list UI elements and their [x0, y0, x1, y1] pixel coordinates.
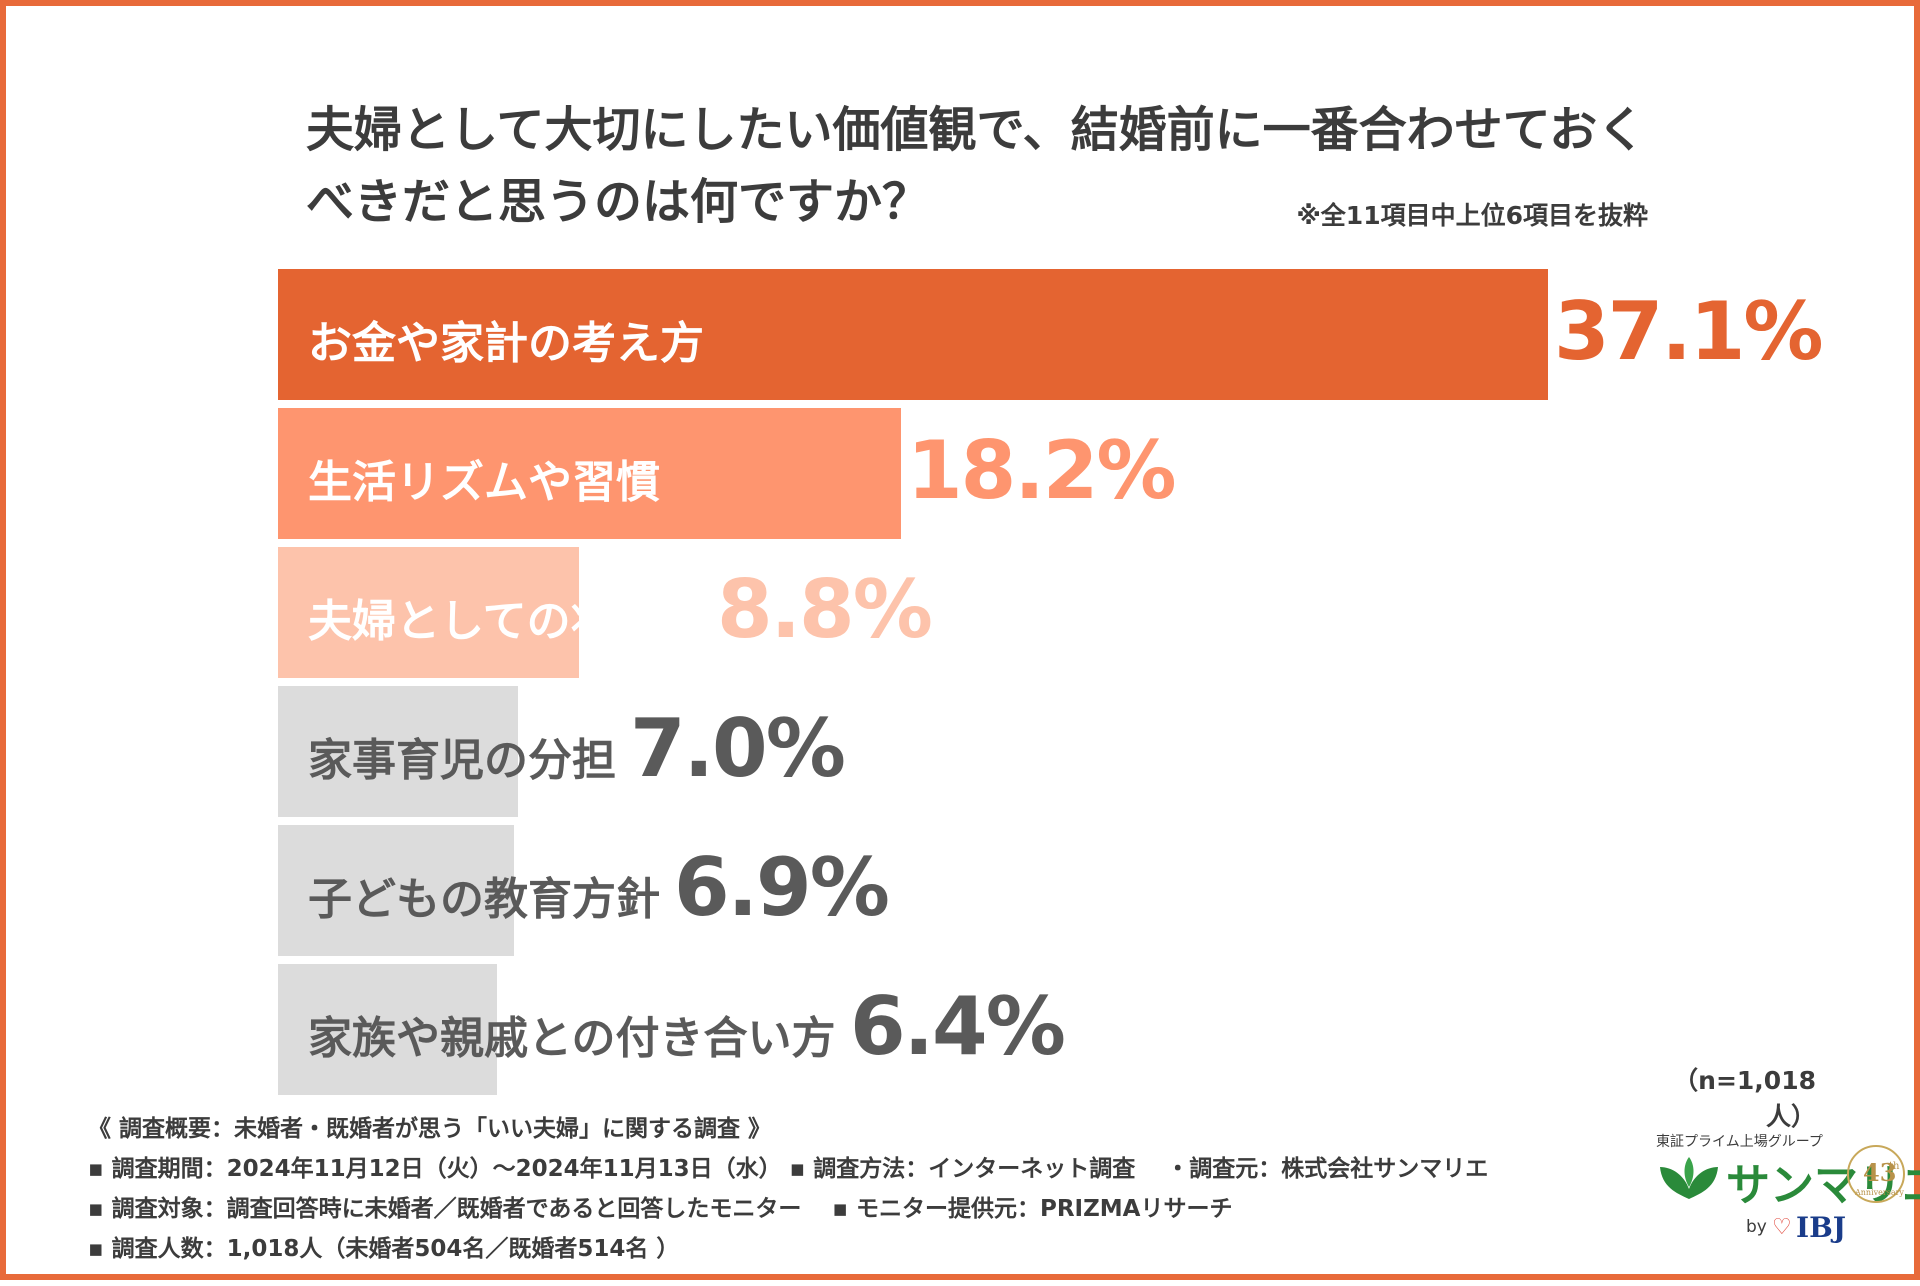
bar-value-1: 37.1%: [1554, 285, 1824, 378]
bar-value-3: 8.8%: [717, 563, 933, 656]
bar-label-3: 夫婦としての将来像: [308, 596, 703, 647]
heart-icon: ♡: [1772, 1215, 1792, 1240]
bar-label-1: お金や家計の考え方: [308, 318, 704, 369]
bar-value-5: 6.9%: [674, 841, 890, 934]
bar-label-4: 家事育児の分担: [308, 735, 616, 786]
anniversary-word: Anniversary: [1854, 1188, 1904, 1197]
bar-chart: お金や家計の考え方 37.1% 生活リズムや習慣 18.2% 夫婦としての将来像 8.8%…: [6, 6, 1920, 1286]
title-line-2: べきだと思うのは何ですか？: [306, 174, 931, 230]
anniversary-badge: 43 th Anniversary: [1847, 1145, 1905, 1203]
bar-3: [278, 547, 580, 678]
logo-tagline: 東証プライム上場グループ: [1656, 1134, 1823, 1150]
bar-label-6: 家族や親戚との付き合い方: [308, 1013, 836, 1064]
bar-value-6: 6.4%: [850, 980, 1066, 1073]
survey-count: ▪ 調査人数：1,018人（未婚者504名／既婚者514名 ）: [88, 1236, 680, 1262]
bar-label-5: 子どもの教育方針: [308, 874, 660, 925]
bar-value-2: 18.2%: [907, 424, 1177, 517]
anniversary-number: 43: [1863, 1158, 1896, 1187]
logo-by: by: [1746, 1217, 1767, 1237]
chart-title: 夫婦として大切にしたい価値観で、結婚前に一番合わせておく べきだと思うのは何です…: [306, 94, 1706, 238]
title-line-1: 夫婦として大切にしたい価値観で、結婚前に一番合わせておく: [306, 102, 1646, 158]
survey-summary: 《 調査概要：未婚者・既婚者が思う「いい夫婦」に関する調査 》 ▪ 調査期間：2…: [88, 1109, 1588, 1269]
survey-heading: 《 調査概要：未婚者・既婚者が思う「いい夫婦」に関する調査 》: [88, 1116, 772, 1142]
sample-size-label: （n=1,018人）: [1673, 1066, 1816, 1131]
bar-4: [278, 686, 518, 817]
selection-note: ※全11項目中上位6項目を抜粋: [1296, 201, 1649, 230]
logo-ibj: IBJ: [1796, 1211, 1847, 1244]
bar-value-4: 7.0%: [630, 702, 846, 795]
leaf-icon: [1660, 1157, 1718, 1199]
bar-2: [278, 408, 902, 539]
bar-6: [278, 964, 498, 1095]
bar-5: [278, 825, 515, 956]
anniversary-suffix: th: [1889, 1161, 1900, 1172]
company-logo: 東証プライム上場グループ サンマリエ by ♡ IBJ 43 th Annive…: [1626, 1131, 1920, 1261]
bar-1: [278, 269, 1548, 400]
bar-label-2: 生活リズムや習慣: [308, 457, 660, 508]
logo-brand: サンマリエ: [1726, 1160, 1920, 1211]
survey-period: ▪ 調査期間：2024年11月12日（火）～2024年11月13日（水） ▪ 調…: [88, 1156, 1489, 1182]
survey-target: ▪ 調査対象：調査回答時に未婚者／既婚者であると回答したモニター ▪ モニター提…: [88, 1196, 1233, 1222]
